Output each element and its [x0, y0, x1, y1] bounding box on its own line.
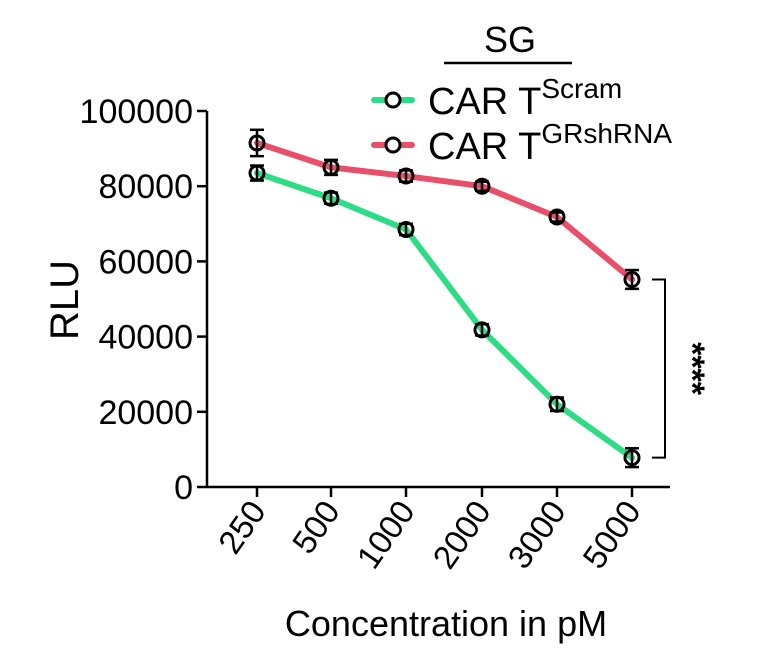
series-line — [254, 170, 635, 461]
data-point — [248, 164, 266, 182]
significance-bracket: **** — [652, 278, 711, 459]
y-tick-label: 80000 — [98, 168, 193, 206]
y-tick-label: 20000 — [98, 394, 193, 432]
data-point — [473, 321, 491, 339]
data-point — [322, 189, 340, 207]
group-label: SG — [484, 19, 536, 60]
x-tick-label: 3000 — [500, 494, 572, 575]
y-tick-label: 100000 — [80, 93, 193, 131]
series-layer — [248, 128, 641, 469]
y-tick-label: 0 — [174, 469, 193, 507]
x-tick-label: 500 — [285, 494, 347, 560]
data-point — [473, 177, 491, 195]
data-point — [322, 158, 340, 176]
bracket-line — [652, 278, 666, 459]
legend-marker — [384, 136, 402, 154]
legend-marker — [384, 91, 402, 109]
axes: 0 20000 40000 60000 80000 100000 250 500 1000 200… — [80, 93, 670, 575]
data-point — [397, 220, 415, 238]
y-axis-label: RLU — [43, 260, 87, 340]
x-tick-label: 250 — [211, 494, 273, 560]
y-tick-label: 40000 — [98, 319, 193, 357]
data-point — [623, 449, 641, 467]
x-axis-label: Concentration in pM — [285, 603, 607, 644]
legend-label: CAR TGRshRNA — [428, 118, 672, 168]
legend-label: CAR TScram — [428, 73, 622, 123]
y-tick-label: 60000 — [98, 243, 193, 281]
data-point — [548, 208, 566, 226]
x-tick-label: 1000 — [349, 494, 421, 575]
data-point — [397, 167, 415, 185]
series-line — [254, 139, 635, 283]
data-point — [548, 395, 566, 413]
data-point — [623, 270, 641, 288]
significance-stars: **** — [673, 342, 711, 396]
x-tick-label: 5000 — [575, 494, 647, 575]
data-point — [248, 134, 266, 152]
x-tick-label: 2000 — [425, 494, 497, 575]
